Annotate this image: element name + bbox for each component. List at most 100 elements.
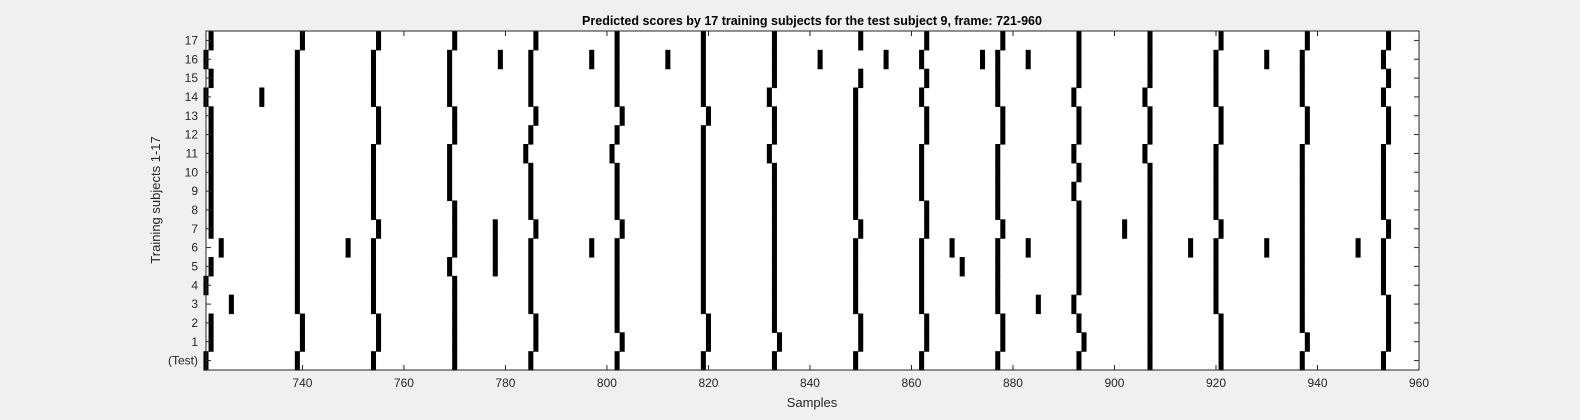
- score-mark: [1213, 257, 1219, 277]
- score-mark: [452, 125, 458, 145]
- score-mark: [771, 219, 777, 239]
- score-mark: [1299, 257, 1305, 277]
- score-mark: [528, 200, 534, 220]
- score-mark: [853, 294, 859, 315]
- score-mark: [1380, 238, 1386, 258]
- score-mark: [766, 144, 772, 164]
- score-mark: [1386, 294, 1392, 315]
- score-mark: [228, 294, 234, 315]
- x-tick-label: 740: [292, 376, 312, 390]
- score-mark: [700, 68, 706, 89]
- x-tick-label: 800: [597, 376, 617, 390]
- score-mark: [370, 162, 377, 183]
- score-mark: [294, 87, 300, 107]
- score-mark: [452, 294, 458, 315]
- score-mark: [1264, 238, 1270, 258]
- score-mark: [771, 313, 777, 333]
- score-mark: [858, 313, 864, 333]
- score-mark: [1213, 68, 1219, 89]
- score-mark: [447, 87, 453, 107]
- score-mark: [924, 219, 930, 239]
- score-mark: [1213, 181, 1219, 202]
- score-mark: [1299, 87, 1305, 107]
- score-mark: [294, 181, 300, 202]
- score-mark: [1147, 219, 1153, 239]
- score-mark: [1218, 106, 1224, 126]
- score-mark: [619, 219, 625, 239]
- score-mark: [853, 238, 859, 258]
- score-mark: [995, 238, 1001, 258]
- x-tick-label: 760: [394, 376, 414, 390]
- score-mark: [1147, 181, 1153, 202]
- score-mark: [858, 31, 864, 51]
- score-mark: [1071, 144, 1077, 164]
- score-mark: [959, 257, 965, 277]
- score-mark: [294, 351, 300, 371]
- score-mark: [1076, 49, 1082, 70]
- score-mark: [924, 200, 930, 220]
- score-mark: [452, 332, 458, 352]
- score-mark: [294, 275, 300, 296]
- score-mark: [452, 238, 458, 258]
- plot-frame: [205, 30, 1420, 371]
- score-mark: [528, 68, 534, 89]
- y-tick-label: 4: [191, 278, 198, 292]
- score-mark: [452, 31, 458, 51]
- score-mark: [700, 257, 706, 277]
- score-mark: [492, 257, 498, 277]
- score-mark: [1142, 144, 1148, 164]
- score-mark: [924, 313, 930, 333]
- score-mark: [1299, 294, 1305, 315]
- score-mark: [1299, 351, 1305, 371]
- score-mark: [858, 332, 864, 352]
- score-mark: [776, 332, 783, 352]
- x-tick-labels: 740 760 780 800 820 840 860 880 900 920 940 960: [292, 376, 1429, 390]
- score-mark: [1147, 31, 1153, 51]
- score-mark: [1380, 200, 1386, 220]
- score-mark: [1299, 162, 1305, 183]
- score-mark: [528, 181, 534, 202]
- score-mark: [1355, 238, 1361, 258]
- score-mark: [995, 181, 1001, 202]
- x-tick-label: 960: [1409, 376, 1429, 390]
- score-mark: [771, 294, 777, 315]
- score-mark: [771, 200, 777, 220]
- score-mark: [700, 144, 706, 164]
- score-mark: [853, 200, 859, 220]
- score-mark: [208, 200, 214, 220]
- y-tick-label: 15: [185, 71, 199, 85]
- score-mark: [995, 144, 1001, 164]
- score-mark: [614, 313, 620, 333]
- score-mark: [1213, 49, 1219, 70]
- y-tick-label: 1: [191, 335, 198, 349]
- score-mark: [452, 275, 458, 296]
- score-mark: [1218, 332, 1224, 352]
- score-mark: [614, 294, 620, 315]
- score-mark: [1035, 294, 1041, 315]
- score-mark: [980, 49, 986, 70]
- score-mark: [1122, 219, 1128, 239]
- score-mark: [1147, 200, 1153, 220]
- score-mark: [919, 181, 925, 202]
- score-mark: [771, 181, 777, 202]
- score-mark: [376, 125, 382, 145]
- score-mark: [995, 68, 1001, 89]
- score-mark: [919, 162, 925, 183]
- score-mark: [614, 49, 620, 70]
- score-mark: [589, 49, 595, 70]
- score-mark: [1213, 200, 1219, 220]
- score-mark: [924, 31, 930, 51]
- score-mark: [533, 106, 539, 126]
- score-mark: [1076, 106, 1082, 126]
- score-mark: [1386, 106, 1392, 126]
- score-mark: [853, 181, 859, 202]
- score-mark: [492, 219, 498, 239]
- score-mark: [619, 332, 625, 352]
- score-mark: [208, 144, 214, 164]
- score-mark: [452, 313, 458, 333]
- score-mark: [614, 31, 620, 51]
- score-mark: [853, 87, 859, 107]
- score-mark: [614, 87, 620, 107]
- score-mark: [766, 87, 772, 107]
- y-tick-label: 10: [185, 165, 199, 179]
